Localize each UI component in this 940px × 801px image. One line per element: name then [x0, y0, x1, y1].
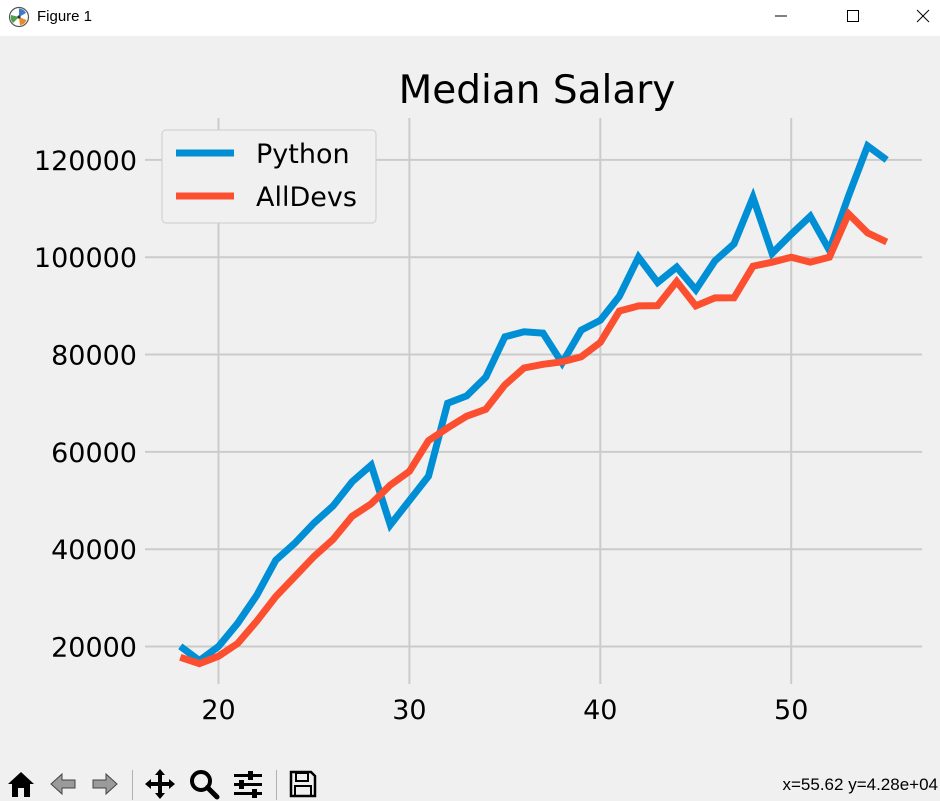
forward-icon — [92, 772, 118, 796]
x-tick-label: 30 — [392, 695, 426, 726]
line-chart: 20 30 40 50 20000 40000 60000 80000 100000 120000… — [34, 68, 922, 726]
back-button[interactable] — [46, 767, 79, 801]
legend: Python AllDevs — [161, 129, 377, 224]
home-button[interactable] — [4, 767, 37, 801]
figure-canvas[interactable]: 20 30 40 50 20000 40000 60000 80000 100000 120000… — [0, 36, 940, 766]
back-icon — [49, 772, 75, 796]
pan-button[interactable] — [143, 767, 176, 801]
data-lines — [178, 140, 889, 668]
navigation-toolbar: x=55.62 y=4.28e+04 — [0, 766, 940, 801]
y-tick-label: 20000 — [51, 633, 137, 664]
maximize-icon — [847, 10, 859, 22]
forward-button[interactable] — [88, 767, 121, 801]
minimize-button[interactable] — [758, 0, 804, 32]
close-button[interactable] — [900, 0, 940, 32]
cursor-coordinates: x=55.62 y=4.28e+04 — [782, 775, 939, 794]
minimize-icon — [775, 15, 787, 17]
window-title: Figure 1 — [37, 8, 93, 25]
y-tick-label: 120000 — [34, 146, 137, 177]
chart-title: Median Salary — [399, 68, 676, 113]
configure-subplots-icon — [233, 771, 262, 798]
close-icon — [916, 9, 930, 23]
x-tick-label: 20 — [201, 695, 235, 726]
matplotlib-icon — [8, 6, 30, 28]
window-titlebar: Figure 1 — [0, 0, 940, 36]
save-icon — [289, 770, 316, 798]
y-tick-label: 40000 — [51, 535, 137, 566]
legend-python-label: Python — [256, 139, 350, 170]
pan-icon — [144, 769, 175, 799]
configure-subplots-button[interactable] — [231, 767, 264, 801]
zoom-button[interactable] — [187, 767, 220, 801]
y-tick-label: 100000 — [34, 243, 137, 274]
zoom-icon — [189, 770, 219, 800]
save-button[interactable] — [286, 767, 319, 801]
series-python-line — [178, 140, 889, 665]
home-icon — [7, 772, 34, 797]
series-alldevs-line — [179, 207, 889, 668]
toolbar-separator — [276, 770, 277, 800]
x-tick-label: 50 — [774, 695, 808, 726]
toolbar-separator — [132, 770, 133, 800]
y-tick-label: 60000 — [51, 438, 137, 469]
maximize-button[interactable] — [830, 0, 876, 32]
y-tick-label: 80000 — [51, 341, 137, 372]
x-tick-label: 40 — [583, 695, 617, 726]
tick-labels: 20 30 40 50 20000 40000 60000 80000 100000 120000 — [34, 146, 808, 726]
legend-alldevs-label: AllDevs — [256, 182, 357, 213]
